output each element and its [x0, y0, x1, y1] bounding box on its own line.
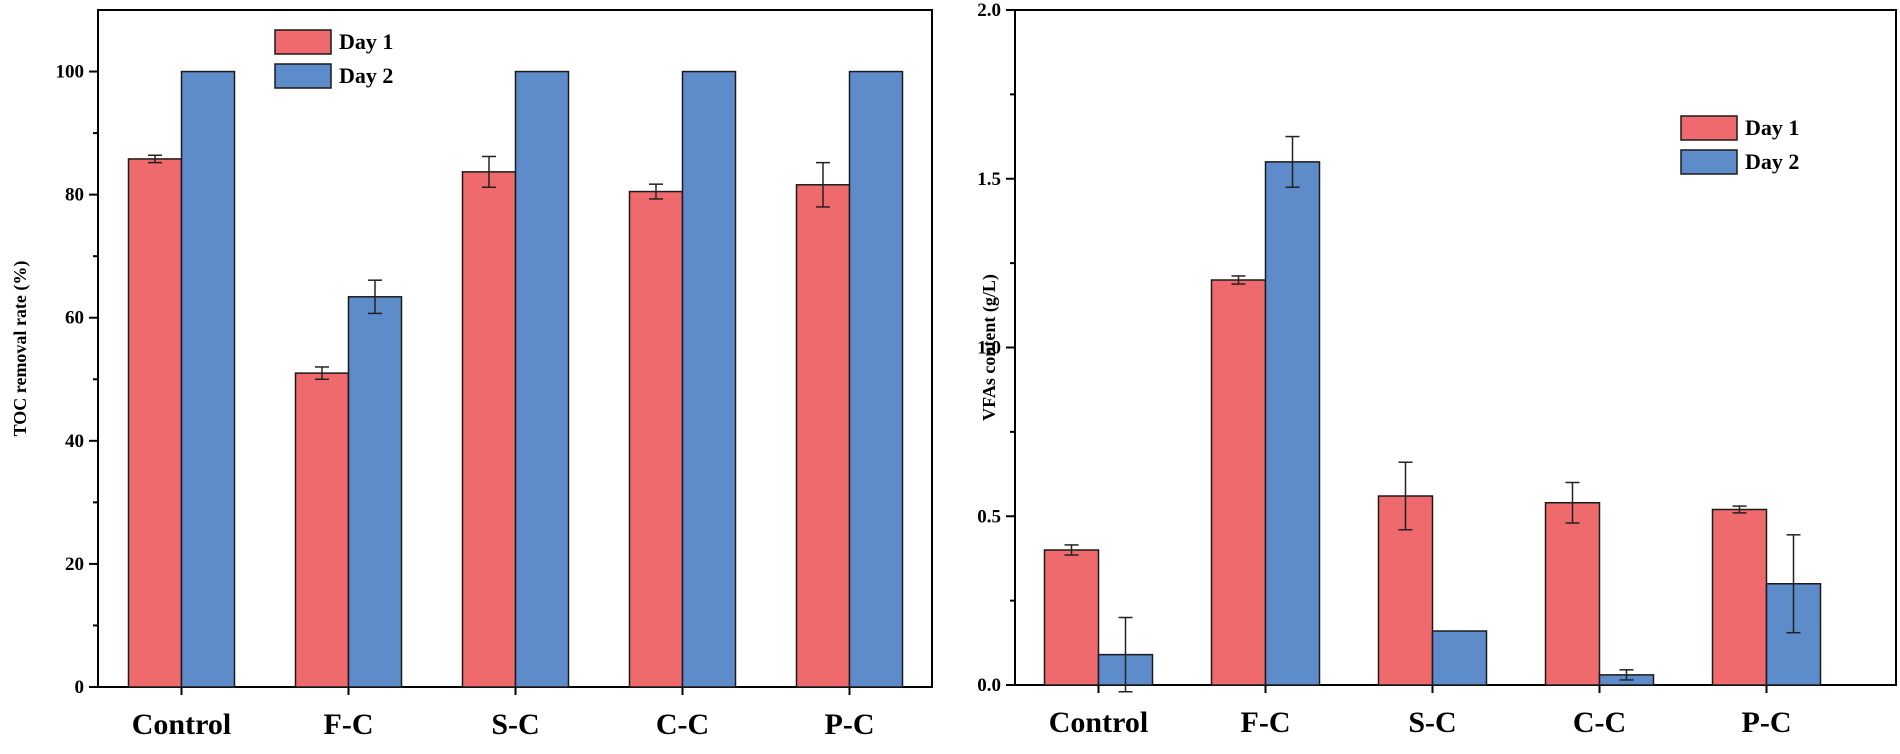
x-category-label: F-C: [1241, 706, 1291, 739]
y-tick-label: 0.5: [977, 506, 1001, 527]
y-axis-title: TOC removal rate (%): [10, 261, 31, 437]
bar-day-1: [1043, 549, 1100, 686]
bar-day-2: [514, 70, 570, 688]
x-category-label: F-C: [324, 708, 374, 741]
y-tick-label: 40: [65, 431, 84, 452]
bar-day-1: [461, 171, 517, 688]
legend-swatch: [274, 29, 332, 55]
error-bar: [1231, 275, 1246, 285]
bar-day-1: [1711, 508, 1768, 686]
error-bar: [1064, 544, 1079, 556]
y-tick-label: 100: [56, 62, 85, 83]
toc-chart: 0 20 40 60 80 100 TOC removal rate (%) Control F…: [10, 9, 933, 741]
error-bar: [368, 279, 382, 315]
bar-day-2: [180, 70, 236, 688]
legend: Day 1 Day 2: [274, 29, 393, 89]
bar-day-1: [1210, 279, 1267, 686]
bar-day-1: [294, 372, 350, 688]
legend-swatch: [1680, 149, 1738, 175]
bar-day-2: [347, 296, 403, 688]
bar-day-1: [127, 158, 183, 688]
legend-label: Day 1: [1745, 115, 1799, 140]
vfa-chart: 0.0 0.5 1.0 1.5 2.0 VFAs content (g/L) Control…: [977, 0, 1897, 739]
error-bar: [649, 183, 663, 200]
bar-day-2: [848, 70, 904, 688]
error-bar: [148, 154, 162, 164]
error-bar: [1398, 461, 1413, 531]
y-tick-label: 2.0: [977, 0, 1001, 21]
error-bar: [315, 366, 329, 381]
x-category-label: S-C: [1408, 706, 1456, 739]
legend-swatch: [274, 63, 332, 89]
error-bar: [1786, 534, 1801, 634]
x-category-label: S-C: [491, 708, 539, 741]
error-bar: [816, 161, 830, 208]
x-category-label: C-C: [656, 708, 709, 741]
legend-label: Day 2: [1745, 149, 1799, 174]
y-tick-label: 60: [65, 308, 84, 329]
bar-day-1: [1544, 502, 1601, 686]
error-bar: [1619, 669, 1634, 681]
legend-swatch: [1680, 115, 1738, 141]
y-tick-label: 0: [75, 677, 85, 698]
y-tick-label: 20: [65, 554, 84, 575]
x-category-label: C-C: [1573, 706, 1626, 739]
legend: Day 1 Day 2: [1680, 115, 1799, 175]
bar-day-2: [1264, 161, 1321, 686]
y-axis-title: VFAs content (g/L): [979, 274, 1000, 421]
y-tick-label: 0.0: [977, 675, 1001, 696]
y-tick-label: 1.5: [977, 169, 1001, 190]
error-bar: [1118, 616, 1133, 693]
error-bar: [1285, 135, 1300, 188]
error-bar: [1565, 481, 1580, 524]
bar-day-2: [1431, 630, 1488, 686]
y-tick-label: 80: [65, 185, 84, 206]
x-category-label: P-C: [1742, 706, 1792, 739]
bar-day-1: [795, 184, 851, 688]
error-bar: [482, 155, 496, 189]
y-tick-label: 1.0: [977, 338, 1001, 359]
bar-day-2: [681, 70, 737, 688]
bar-day-1: [628, 190, 684, 688]
error-bar: [1732, 505, 1747, 514]
legend-label: Day 2: [339, 63, 393, 88]
x-category-label: P-C: [825, 708, 875, 741]
x-category-label: Control: [132, 708, 231, 741]
legend-label: Day 1: [339, 29, 393, 54]
x-category-label: Control: [1049, 706, 1148, 739]
